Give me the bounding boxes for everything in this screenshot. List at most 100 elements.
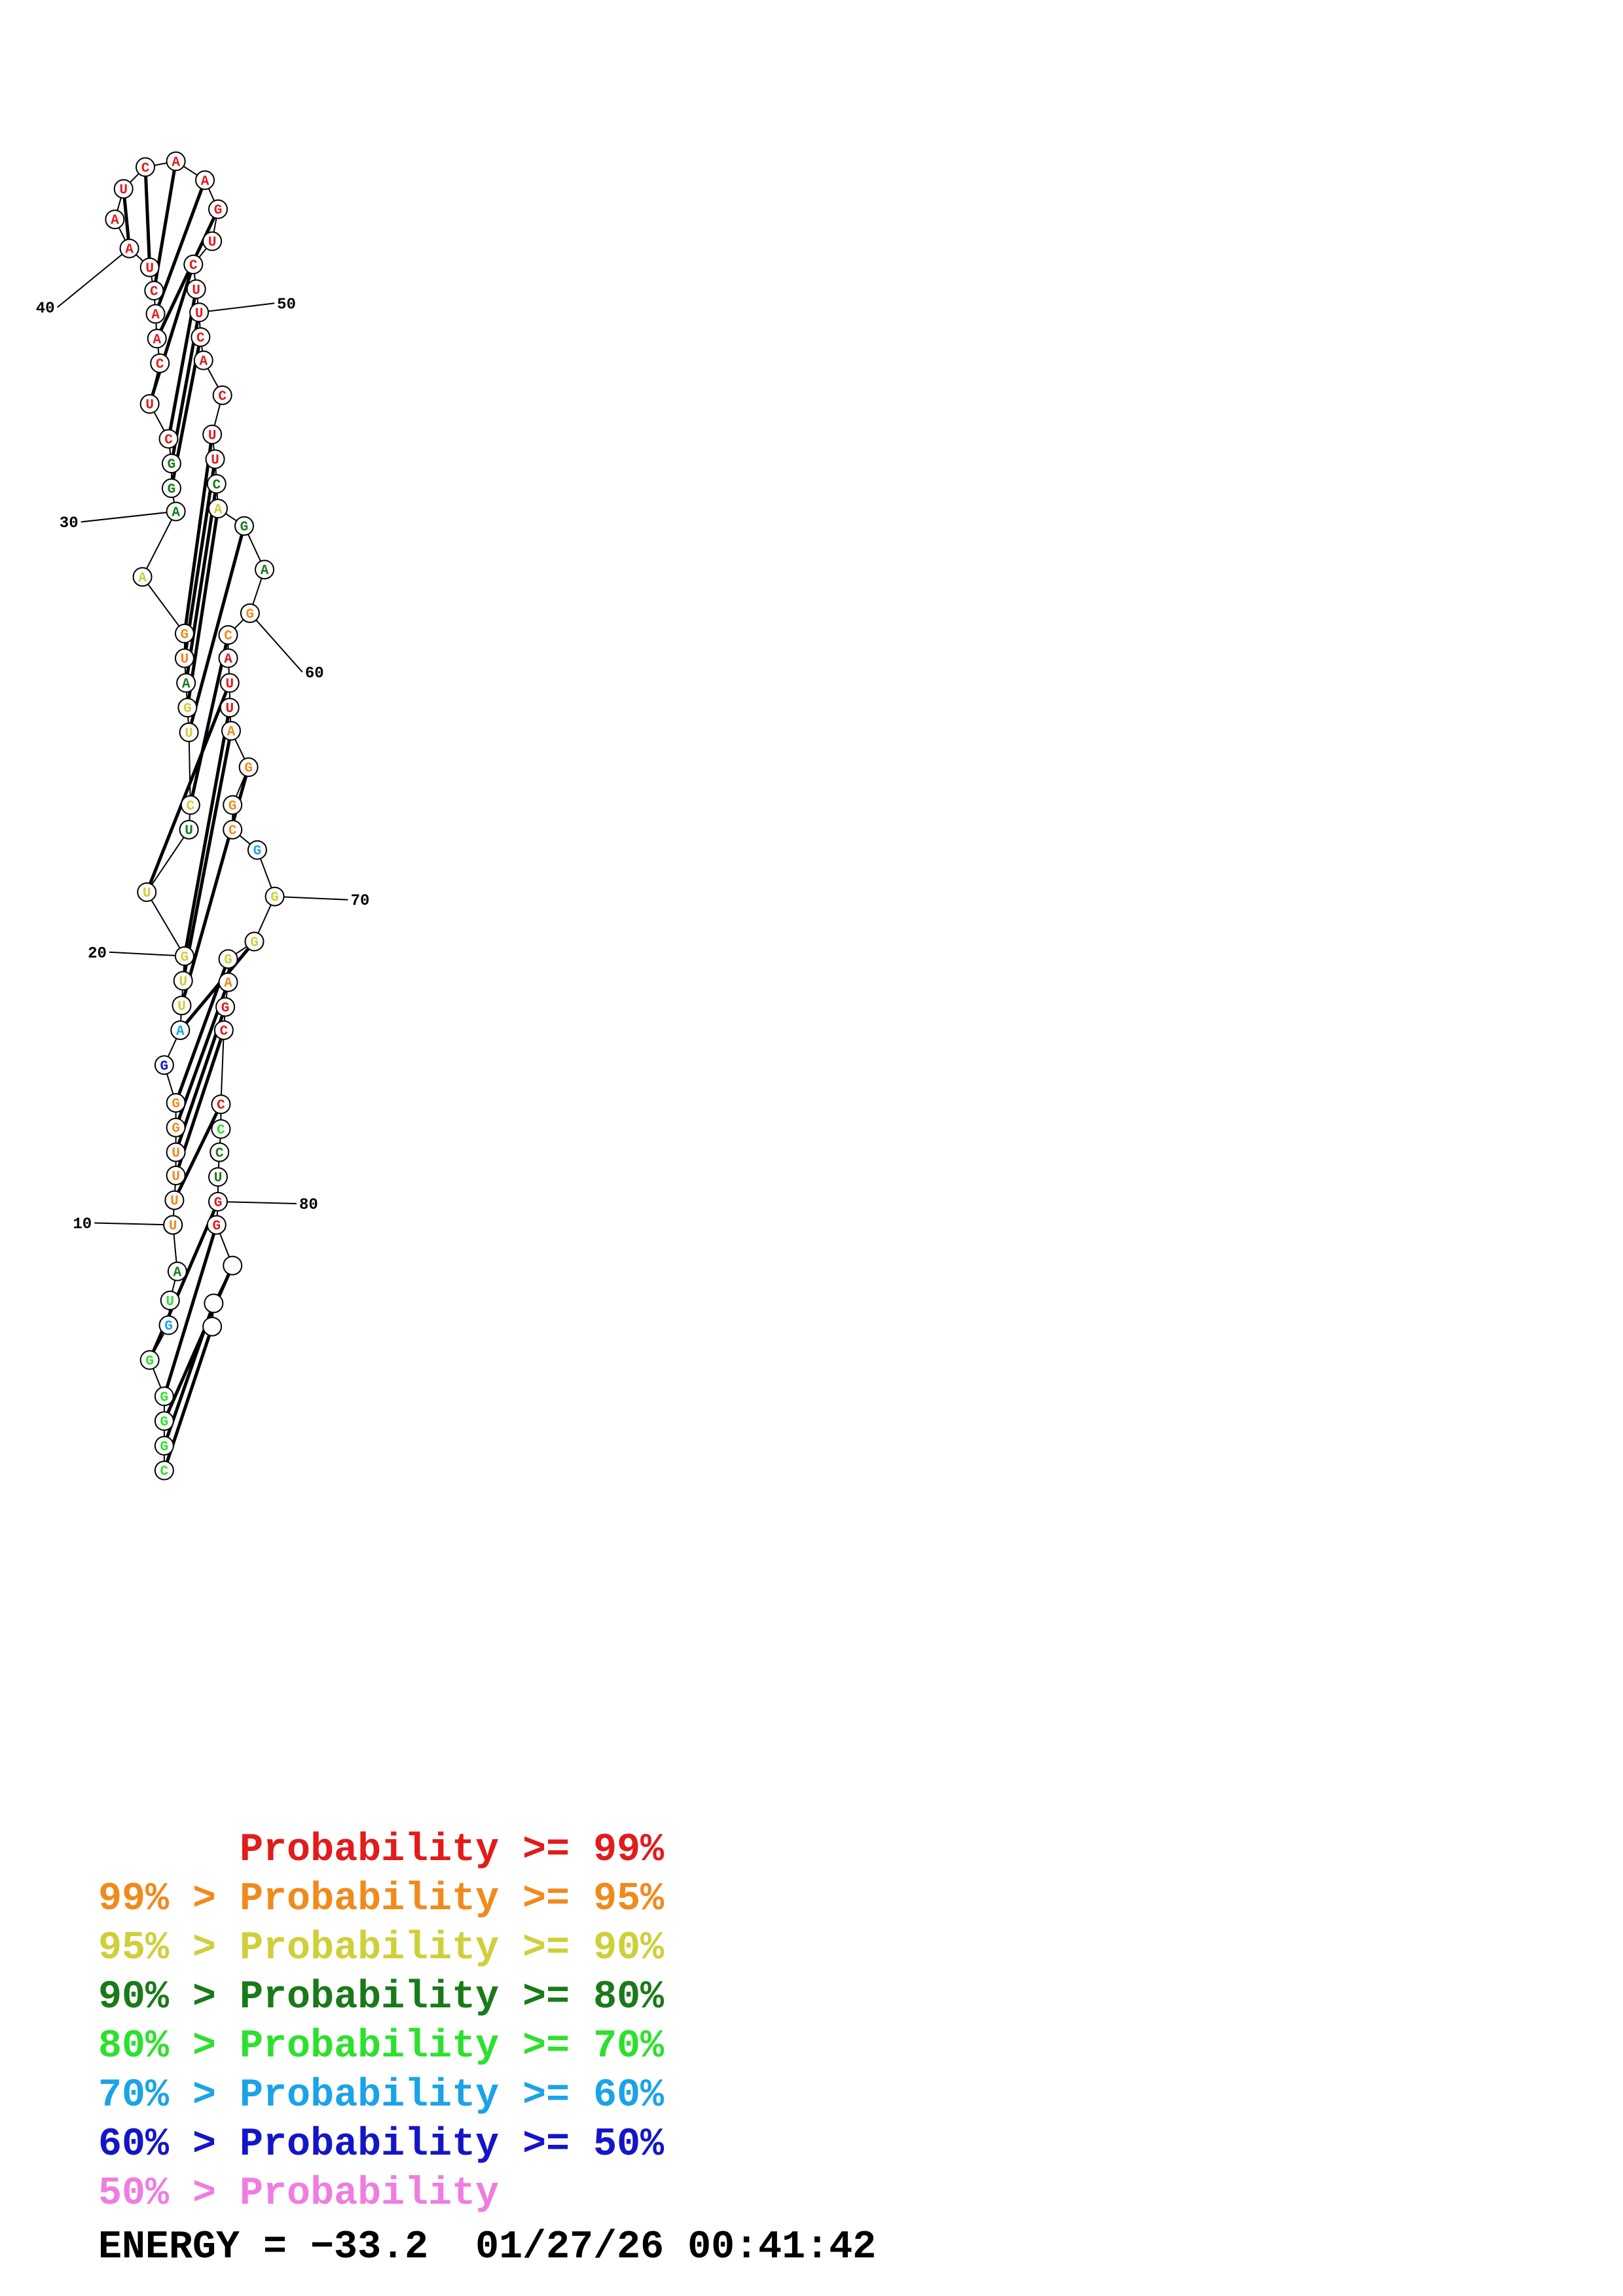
nucleotide-84	[202, 1316, 223, 1336]
nucleotide-74: G	[215, 997, 236, 1017]
nucleotide-ring	[154, 1435, 174, 1456]
nucleotide-ring	[161, 478, 181, 498]
nucleotide-ring	[211, 1119, 231, 1139]
nucleotide-letter: C	[150, 285, 158, 300]
nucleotide-55: U	[205, 449, 225, 469]
nucleotide-8: A	[167, 1261, 187, 1282]
nucleotide-letter: C	[141, 161, 150, 176]
nucleotide-letter: G	[172, 1097, 180, 1112]
nucleotide-letter: C	[187, 799, 195, 814]
pair-bond	[122, 188, 132, 249]
legend-left: 99% >	[98, 1877, 240, 1922]
legend-row-70: 80% > Probability >= 70%	[98, 2022, 664, 2072]
legend-right: Probability >= 70%	[240, 2024, 665, 2069]
nucleotide-ring	[223, 1255, 243, 1276]
nucleotide-letter: C	[189, 259, 198, 274]
nucleotide-ring	[212, 385, 232, 405]
nucleotide-33: C	[158, 429, 179, 449]
nucleotide-ring	[202, 1316, 223, 1336]
nucleotide-ring	[210, 1142, 230, 1162]
nucleotide-letter: A	[173, 1266, 182, 1281]
number-tick-line	[274, 895, 348, 901]
nucleotide-letter: G	[164, 1319, 173, 1335]
nucleotide-ring	[189, 302, 210, 323]
nucleotide-54: U	[202, 424, 223, 444]
nucleotide-letter: A	[201, 174, 210, 189]
nucleotide-letter: U	[169, 1219, 177, 1234]
nucleotide-ring	[174, 623, 194, 643]
legend-left: 70% >	[98, 2073, 240, 2118]
pair-bond	[148, 264, 195, 404]
nucleotide-43: C	[136, 157, 155, 177]
pair-bond	[187, 525, 246, 733]
number-label-30: 30	[60, 514, 79, 532]
nucleotide-64: U	[219, 698, 240, 718]
nucleotide-letter: U	[166, 1295, 174, 1310]
number-label-80: 80	[299, 1196, 318, 1214]
nucleotide-60: G	[240, 603, 260, 623]
nucleotide-77: C	[211, 1119, 231, 1139]
nucleotide-letter: G	[168, 457, 176, 473]
nucleotide-13: U	[166, 1142, 186, 1162]
nucleotide-39: U	[139, 257, 160, 278]
nucleotide-45: A	[195, 170, 215, 190]
nucleotide-14: G	[166, 1117, 186, 1138]
nucleotide-82	[223, 1255, 243, 1276]
nucleotide-letter: U	[170, 1194, 179, 1210]
nucleotide-ring	[166, 1092, 186, 1113]
nucleotide-23: C	[180, 795, 200, 815]
pair-bond	[162, 1224, 219, 1397]
legend-right: Probability >= 99%	[240, 1828, 665, 1873]
number-label-40: 40	[36, 300, 55, 318]
legend-left: 80% >	[98, 2024, 240, 2069]
nucleotide-83	[204, 1293, 224, 1314]
nucleotide-ring	[139, 394, 160, 414]
nucleotide-letter: C	[212, 478, 221, 493]
nucleotide-ring	[147, 329, 167, 349]
nucleotide-ring	[154, 1386, 174, 1407]
nucleotide-79: U	[208, 1167, 228, 1187]
nucleotide-ring	[166, 501, 186, 522]
nucleotide-17: A	[170, 1020, 191, 1040]
nucleotide-67: G	[223, 795, 243, 815]
nucleotide-ring	[206, 474, 227, 494]
nucleotide-ring	[211, 1094, 231, 1115]
nucleotide-5: G	[139, 1350, 160, 1370]
nucleotide-ring	[174, 946, 194, 966]
pair-bond	[183, 459, 217, 659]
nucleotides: CGGGGGUACUUUUGGGAUUGUUCUGAUGAAGGCUCAACUA…	[105, 151, 285, 1480]
nucleotide-letter: C	[224, 629, 232, 644]
nucleotide-ring	[218, 648, 238, 668]
nucleotide-letter: G	[224, 953, 232, 968]
nucleotide-letter: G	[160, 1415, 169, 1430]
nucleotide-63: U	[219, 673, 240, 693]
nucleotide-letter: G	[270, 891, 279, 906]
nucleotide-75: C	[213, 1020, 234, 1040]
nucleotide-38: C	[144, 281, 164, 300]
nucleotide-44: A	[166, 151, 186, 171]
nucleotide-7: U	[160, 1290, 180, 1310]
number-label-60: 60	[305, 665, 324, 683]
nucleotide-ring	[145, 304, 166, 324]
legend-left: 95% >	[98, 1926, 240, 1971]
pair-bond	[185, 508, 220, 708]
nucleotide-ring	[119, 238, 139, 259]
nucleotide-73: A	[218, 972, 238, 992]
nucleotide-ring	[208, 1191, 228, 1211]
nucleotide-ring	[180, 795, 200, 815]
nucleotide-53: C	[212, 385, 232, 405]
nucleotide-letter: G	[145, 1354, 154, 1369]
nucleotide-letter: A	[224, 653, 232, 668]
nucleotide-letter: G	[253, 844, 262, 859]
nucleotide-letter: G	[250, 936, 259, 951]
nucleotide-letter: U	[185, 824, 193, 839]
nucleotide-letter: G	[246, 607, 255, 622]
nucleotide-47: U	[202, 231, 223, 251]
nucleotide-letter: G	[244, 761, 253, 776]
nucleotide-ring	[176, 673, 196, 693]
number-tick-line	[56, 247, 130, 308]
nucleotide-16: G	[154, 1055, 174, 1075]
nucleotide-letter: U	[177, 999, 186, 1014]
nucleotide-51: C	[191, 327, 211, 348]
